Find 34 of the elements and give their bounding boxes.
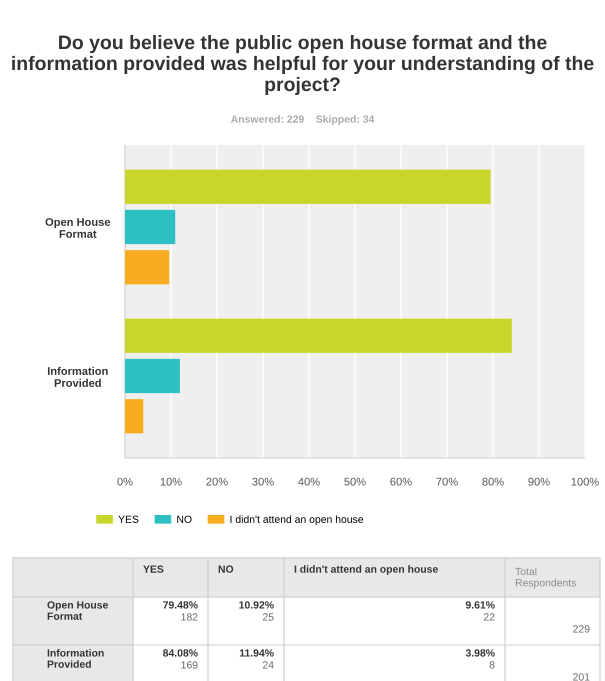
text: 9.61% — [466, 601, 495, 609]
x-tick-label: 80% — [482, 478, 504, 486]
text: 79.48% — [163, 601, 198, 609]
x-tick-label: 50% — [344, 478, 366, 486]
legend-label: NO — [177, 516, 192, 523]
x-tick-label: 90% — [528, 478, 550, 486]
x-tick-label: 20% — [206, 478, 228, 486]
legend-label: I didn't attend an open house — [230, 515, 364, 526]
chart-subtitle: Answered: 229 Skipped: 34 — [230, 115, 374, 125]
text: 8 — [490, 661, 495, 669]
text: 25 — [262, 613, 274, 621]
text: 22 — [484, 613, 494, 621]
x-tick-label: 60% — [390, 478, 412, 486]
text: 182 — [181, 613, 198, 621]
x-tick-label: 40% — [298, 478, 320, 486]
text: I didn't attend an open house — [294, 565, 438, 575]
text: 169 — [181, 661, 198, 669]
x-tick-label: 70% — [436, 478, 458, 486]
chart-title: Do you believe the public open house format and the information provided was helpful for your understanding of the project? — [12, 34, 594, 96]
text: 11.94% — [240, 649, 274, 657]
x-tick-label: 100% — [572, 478, 599, 486]
text: 84.08% — [163, 649, 198, 657]
x-tick-label: 10% — [160, 478, 182, 486]
text: 201 — [573, 673, 590, 681]
legend-label: YES — [118, 516, 138, 523]
text: 3.98% — [466, 649, 495, 657]
x-tick-label: 0% — [117, 478, 133, 486]
text: 10.92% — [239, 601, 274, 609]
text: Total Respondents — [515, 568, 576, 588]
text: 229 — [573, 625, 590, 633]
text: 24 — [262, 661, 274, 669]
text: YES — [143, 565, 164, 573]
x-tick-label: 30% — [252, 478, 274, 486]
text: NO — [218, 565, 234, 573]
